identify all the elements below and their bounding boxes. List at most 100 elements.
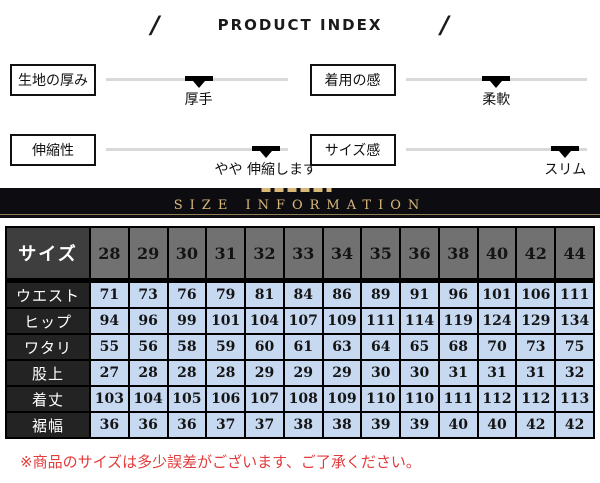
banner-cropped-text-decoration [261,188,332,192]
slider-marker [184,76,213,81]
size-value-cell: 58 [166,333,208,361]
size-value-cell: 29 [282,359,324,387]
size-value-cell: 61 [282,333,324,361]
slider-marker [551,146,580,151]
size-column-header: 36 [399,226,440,283]
size-value-cell: 65 [399,333,440,361]
size-value-cell: 31 [437,359,479,387]
size-value-cell: 101 [476,279,518,309]
size-value-cell: 111 [554,279,595,309]
size-value-cell: 104 [127,385,169,413]
size-column-header: 42 [515,226,557,283]
size-value-cell: 112 [476,385,518,413]
size-value-cell: 108 [282,385,324,413]
size-value-cell: 27 [89,359,130,387]
attribute-label: サイズ感 [324,143,381,159]
size-value-cell: 37 [205,411,247,439]
size-value-cell: 79 [205,279,247,309]
size-value-cell: 89 [360,279,402,309]
size-value-cell: 99 [166,307,208,335]
attribute-label: 生地の厚み [18,73,88,89]
table-row: ウエスト 71 73 76 79 81 84 86 89 91 96 101 106 111 [5,279,595,309]
attribute-label-box: 着用の感 [309,64,396,96]
slider-value-label: やや 伸縮します [214,162,317,178]
size-value-cell: 59 [205,333,247,361]
size-value-cell: 28 [127,359,169,387]
table-row: 股上 27 28 28 28 29 29 29 30 30 31 31 31 32 [5,359,595,387]
size-value-cell: 86 [321,279,363,309]
slider-track: スリム [405,146,587,178]
attribute-label-box: 生地の厚み [10,64,96,96]
size-note: ※商品のサイズは多少誤差がございます、ご了承ください。 [20,453,421,471]
size-table: サイズ 28 29 30 31 32 33 34 35 36 38 40 42 44 ウエスト 71 73 76 7… [5,226,595,439]
size-value-cell: 107 [282,307,324,335]
slash-decoration-left: / [150,11,160,39]
slider-marker [482,76,511,81]
page-title: PRODUCT INDEX [217,16,383,34]
attribute-slider: 着用の感 柔軟 [309,64,587,108]
size-value-cell: 36 [89,411,130,439]
size-value-cell: 30 [399,359,440,387]
slider-marker [251,146,280,151]
row-label: 股上 [5,359,91,387]
size-value-cell: 124 [476,307,518,335]
attribute-label-box: 伸縮性 [10,134,96,166]
size-value-cell: 42 [554,411,595,439]
size-column-header: 40 [476,226,518,283]
size-value-cell: 96 [437,279,479,309]
table-row: ワタリ 55 56 58 59 60 61 63 64 65 68 70 73 75 [5,333,595,361]
size-value-cell: 28 [205,359,247,387]
size-value-cell: 110 [399,385,440,413]
size-value-cell: 107 [244,385,285,413]
size-value-cell: 112 [515,385,557,413]
size-value-cell: 30 [360,359,402,387]
size-value-cell: 134 [554,307,595,335]
size-column-header: 38 [437,226,479,283]
size-value-cell: 36 [166,411,208,439]
row-label: ワタリ [5,333,91,361]
size-value-cell: 55 [89,333,130,361]
size-value-cell: 111 [360,307,402,335]
attribute-label: 伸縮性 [32,143,74,159]
size-value-cell: 42 [515,411,557,439]
slider-track: やや 伸縮します [106,146,317,178]
size-column-header: 32 [244,226,285,283]
size-value-cell: 75 [554,333,595,361]
size-value-cell: 73 [515,333,557,361]
size-value-cell: 73 [127,279,169,309]
size-value-cell: 110 [360,385,402,413]
size-column-header: 29 [127,226,169,283]
size-value-cell: 113 [554,385,595,413]
slider-value-label: スリム [544,162,587,178]
size-value-cell: 104 [244,307,285,335]
size-value-cell: 70 [476,333,518,361]
size-header-row: サイズ 28 29 30 31 32 33 34 35 36 38 40 42 44 [5,226,595,283]
size-value-cell: 29 [321,359,363,387]
table-row: 裾幅 36 36 36 37 37 38 38 39 39 40 40 42 42 [5,411,595,439]
size-value-cell: 64 [360,333,402,361]
size-column-header: 31 [205,226,247,283]
size-value-cell: 28 [166,359,208,387]
size-column-header: 28 [89,226,130,283]
banner-title: SIZE INFORMATION [173,197,427,213]
size-value-cell: 103 [89,385,130,413]
size-value-cell: 60 [244,333,285,361]
size-value-cell: 39 [360,411,402,439]
slider-track: 柔軟 [405,76,587,108]
size-value-cell: 81 [244,279,285,309]
row-label: 裾幅 [5,411,91,439]
size-information-banner: SIZE INFORMATION [0,188,600,218]
size-value-cell: 38 [282,411,324,439]
size-column-header: 33 [282,226,324,283]
size-value-cell: 31 [515,359,557,387]
size-value-cell: 109 [321,385,363,413]
size-column-header: 35 [360,226,402,283]
size-value-cell: 40 [476,411,518,439]
size-value-cell: 38 [321,411,363,439]
size-value-cell: 101 [205,307,247,335]
size-value-cell: 29 [244,359,285,387]
size-value-cell: 84 [282,279,324,309]
size-value-cell: 109 [321,307,363,335]
attribute-sliders-section: 生地の厚み 厚手 着用の感 柔軟 伸縮性 やや 伸縮します サイズ感 スリム [0,64,600,178]
slider-track: 厚手 [106,76,288,108]
